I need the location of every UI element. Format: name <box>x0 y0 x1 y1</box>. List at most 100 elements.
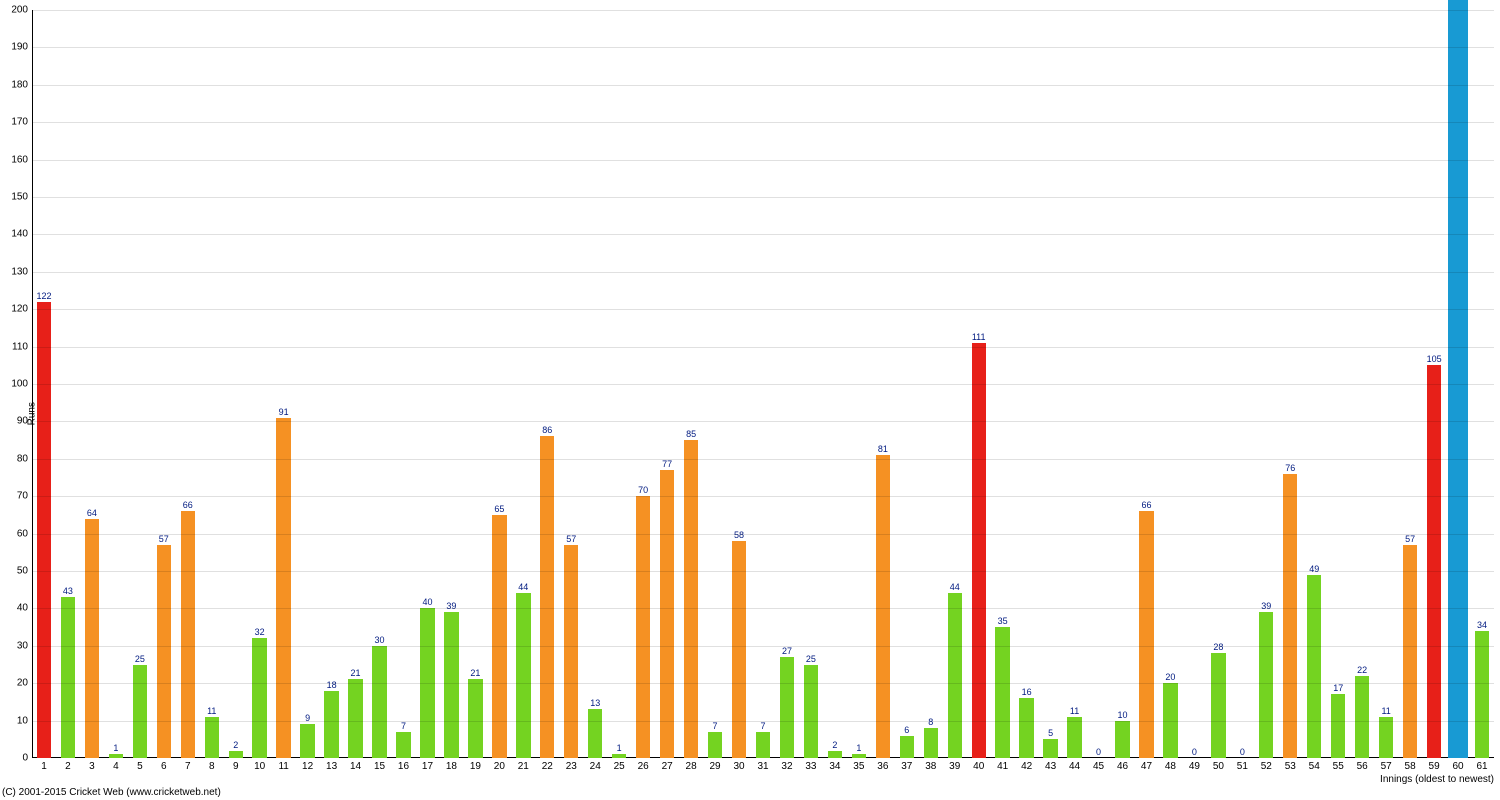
x-tick-label: 30 <box>733 758 744 772</box>
bar-value-label: 27 <box>782 646 792 657</box>
x-tick-label: 31 <box>757 758 768 772</box>
bar-value-label: 39 <box>446 601 456 612</box>
x-tick-label: 58 <box>1405 758 1416 772</box>
y-tick-label: 110 <box>12 341 32 352</box>
bar-value-label: 57 <box>566 534 576 545</box>
bar: 76 <box>1283 474 1297 758</box>
x-tick-label: 51 <box>1237 758 1248 772</box>
bar: 22 <box>1355 676 1369 758</box>
y-tick-label: 190 <box>11 42 32 53</box>
bar: 7 <box>708 732 722 758</box>
bar-value-label: 34 <box>1477 620 1487 631</box>
bar-value-label: 91 <box>279 407 289 418</box>
x-tick-label: 4 <box>113 758 119 772</box>
grid-line <box>32 47 1494 48</box>
x-tick-label: 48 <box>1165 758 1176 772</box>
y-tick-label: 80 <box>17 453 32 464</box>
bar: 58 <box>732 541 746 758</box>
bar-value-label: 6 <box>904 725 909 736</box>
bar: 13 <box>588 709 602 758</box>
bar-value-label: 1 <box>617 743 622 754</box>
bar-value-label: 21 <box>470 668 480 679</box>
bar-value-label: 7 <box>401 721 406 732</box>
y-tick-label: 0 <box>22 753 32 764</box>
grid-line <box>32 384 1494 385</box>
bar-value-label: 1 <box>856 743 861 754</box>
bar-value-label: 85 <box>686 429 696 440</box>
bar: 44 <box>948 593 962 758</box>
bar: 122 <box>37 302 51 758</box>
bar: 30 <box>372 646 386 758</box>
bar-value-label: 70 <box>638 485 648 496</box>
x-tick-label: 43 <box>1045 758 1056 772</box>
bar-value-label: 13 <box>590 698 600 709</box>
x-tick-label: 18 <box>446 758 457 772</box>
bar-value-label: 44 <box>518 582 528 593</box>
y-tick-label: 70 <box>17 491 32 502</box>
x-tick-label: 35 <box>853 758 864 772</box>
x-tick-label: 23 <box>566 758 577 772</box>
x-tick-label: 12 <box>302 758 313 772</box>
bar-value-label: 39 <box>1261 601 1271 612</box>
x-tick-label: 29 <box>710 758 721 772</box>
bar: 77 <box>660 470 674 758</box>
grid-line <box>32 459 1494 460</box>
y-tick-label: 50 <box>17 566 32 577</box>
grid-line <box>32 272 1494 273</box>
x-tick-label: 21 <box>518 758 529 772</box>
x-tick-label: 3 <box>89 758 95 772</box>
grid-line <box>32 347 1494 348</box>
y-tick-label: 120 <box>11 304 32 315</box>
bar-value-label: 49 <box>1309 564 1319 575</box>
bar: 57 <box>1403 545 1417 758</box>
bar-value-label: 7 <box>760 721 765 732</box>
bar: 7 <box>396 732 410 758</box>
bar-value-label: 122 <box>36 291 51 302</box>
bar: 64 <box>85 519 99 758</box>
bar-value-label: 16 <box>1022 687 1032 698</box>
x-tick-label: 56 <box>1357 758 1368 772</box>
x-tick-label: 10 <box>254 758 265 772</box>
bar-value-label: 28 <box>1213 642 1223 653</box>
bar-value-label: 0 <box>1192 747 1197 758</box>
x-tick-label: 38 <box>925 758 936 772</box>
y-tick-label: 180 <box>11 79 32 90</box>
bar: 57 <box>157 545 171 758</box>
x-tick-label: 15 <box>374 758 385 772</box>
bar-value-label: 57 <box>159 534 169 545</box>
bar-value-label: 65 <box>494 504 504 515</box>
x-tick-label: 40 <box>973 758 984 772</box>
y-tick-label: 40 <box>17 603 32 614</box>
y-tick-label: 30 <box>17 640 32 651</box>
x-tick-label: 60 <box>1452 758 1463 772</box>
x-tick-label: 44 <box>1069 758 1080 772</box>
copyright-text: (C) 2001-2015 Cricket Web (www.cricketwe… <box>2 787 221 798</box>
x-tick-label: 25 <box>614 758 625 772</box>
x-tick-label: 37 <box>901 758 912 772</box>
plot-area: Runs Innings (oldest to newest) 12243641… <box>32 10 1494 758</box>
bar-value-label: 105 <box>1427 354 1442 365</box>
y-tick-label: 20 <box>17 678 32 689</box>
y-tick-label: 150 <box>11 192 32 203</box>
bar: 9 <box>300 724 314 758</box>
x-tick-label: 59 <box>1429 758 1440 772</box>
x-tick-label: 1 <box>41 758 47 772</box>
bar: 11 <box>1067 717 1081 758</box>
bar: 105 <box>1427 365 1441 758</box>
bar-value-label: 9 <box>305 713 310 724</box>
bar: 91 <box>276 418 290 758</box>
x-tick-label: 28 <box>686 758 697 772</box>
grid-line <box>32 309 1494 310</box>
bar-value-label: 44 <box>950 582 960 593</box>
bar: 70 <box>636 496 650 758</box>
grid-line <box>32 421 1494 422</box>
bar: 86 <box>540 436 554 758</box>
grid-line <box>32 496 1494 497</box>
grid-line <box>32 608 1494 609</box>
bar-value-label: 111 <box>972 332 986 343</box>
bar-value-label: 11 <box>207 706 216 717</box>
bar-value-label: 10 <box>1117 710 1127 721</box>
bar: 39 <box>1259 612 1273 758</box>
x-tick-label: 54 <box>1309 758 1320 772</box>
grid-line <box>32 160 1494 161</box>
